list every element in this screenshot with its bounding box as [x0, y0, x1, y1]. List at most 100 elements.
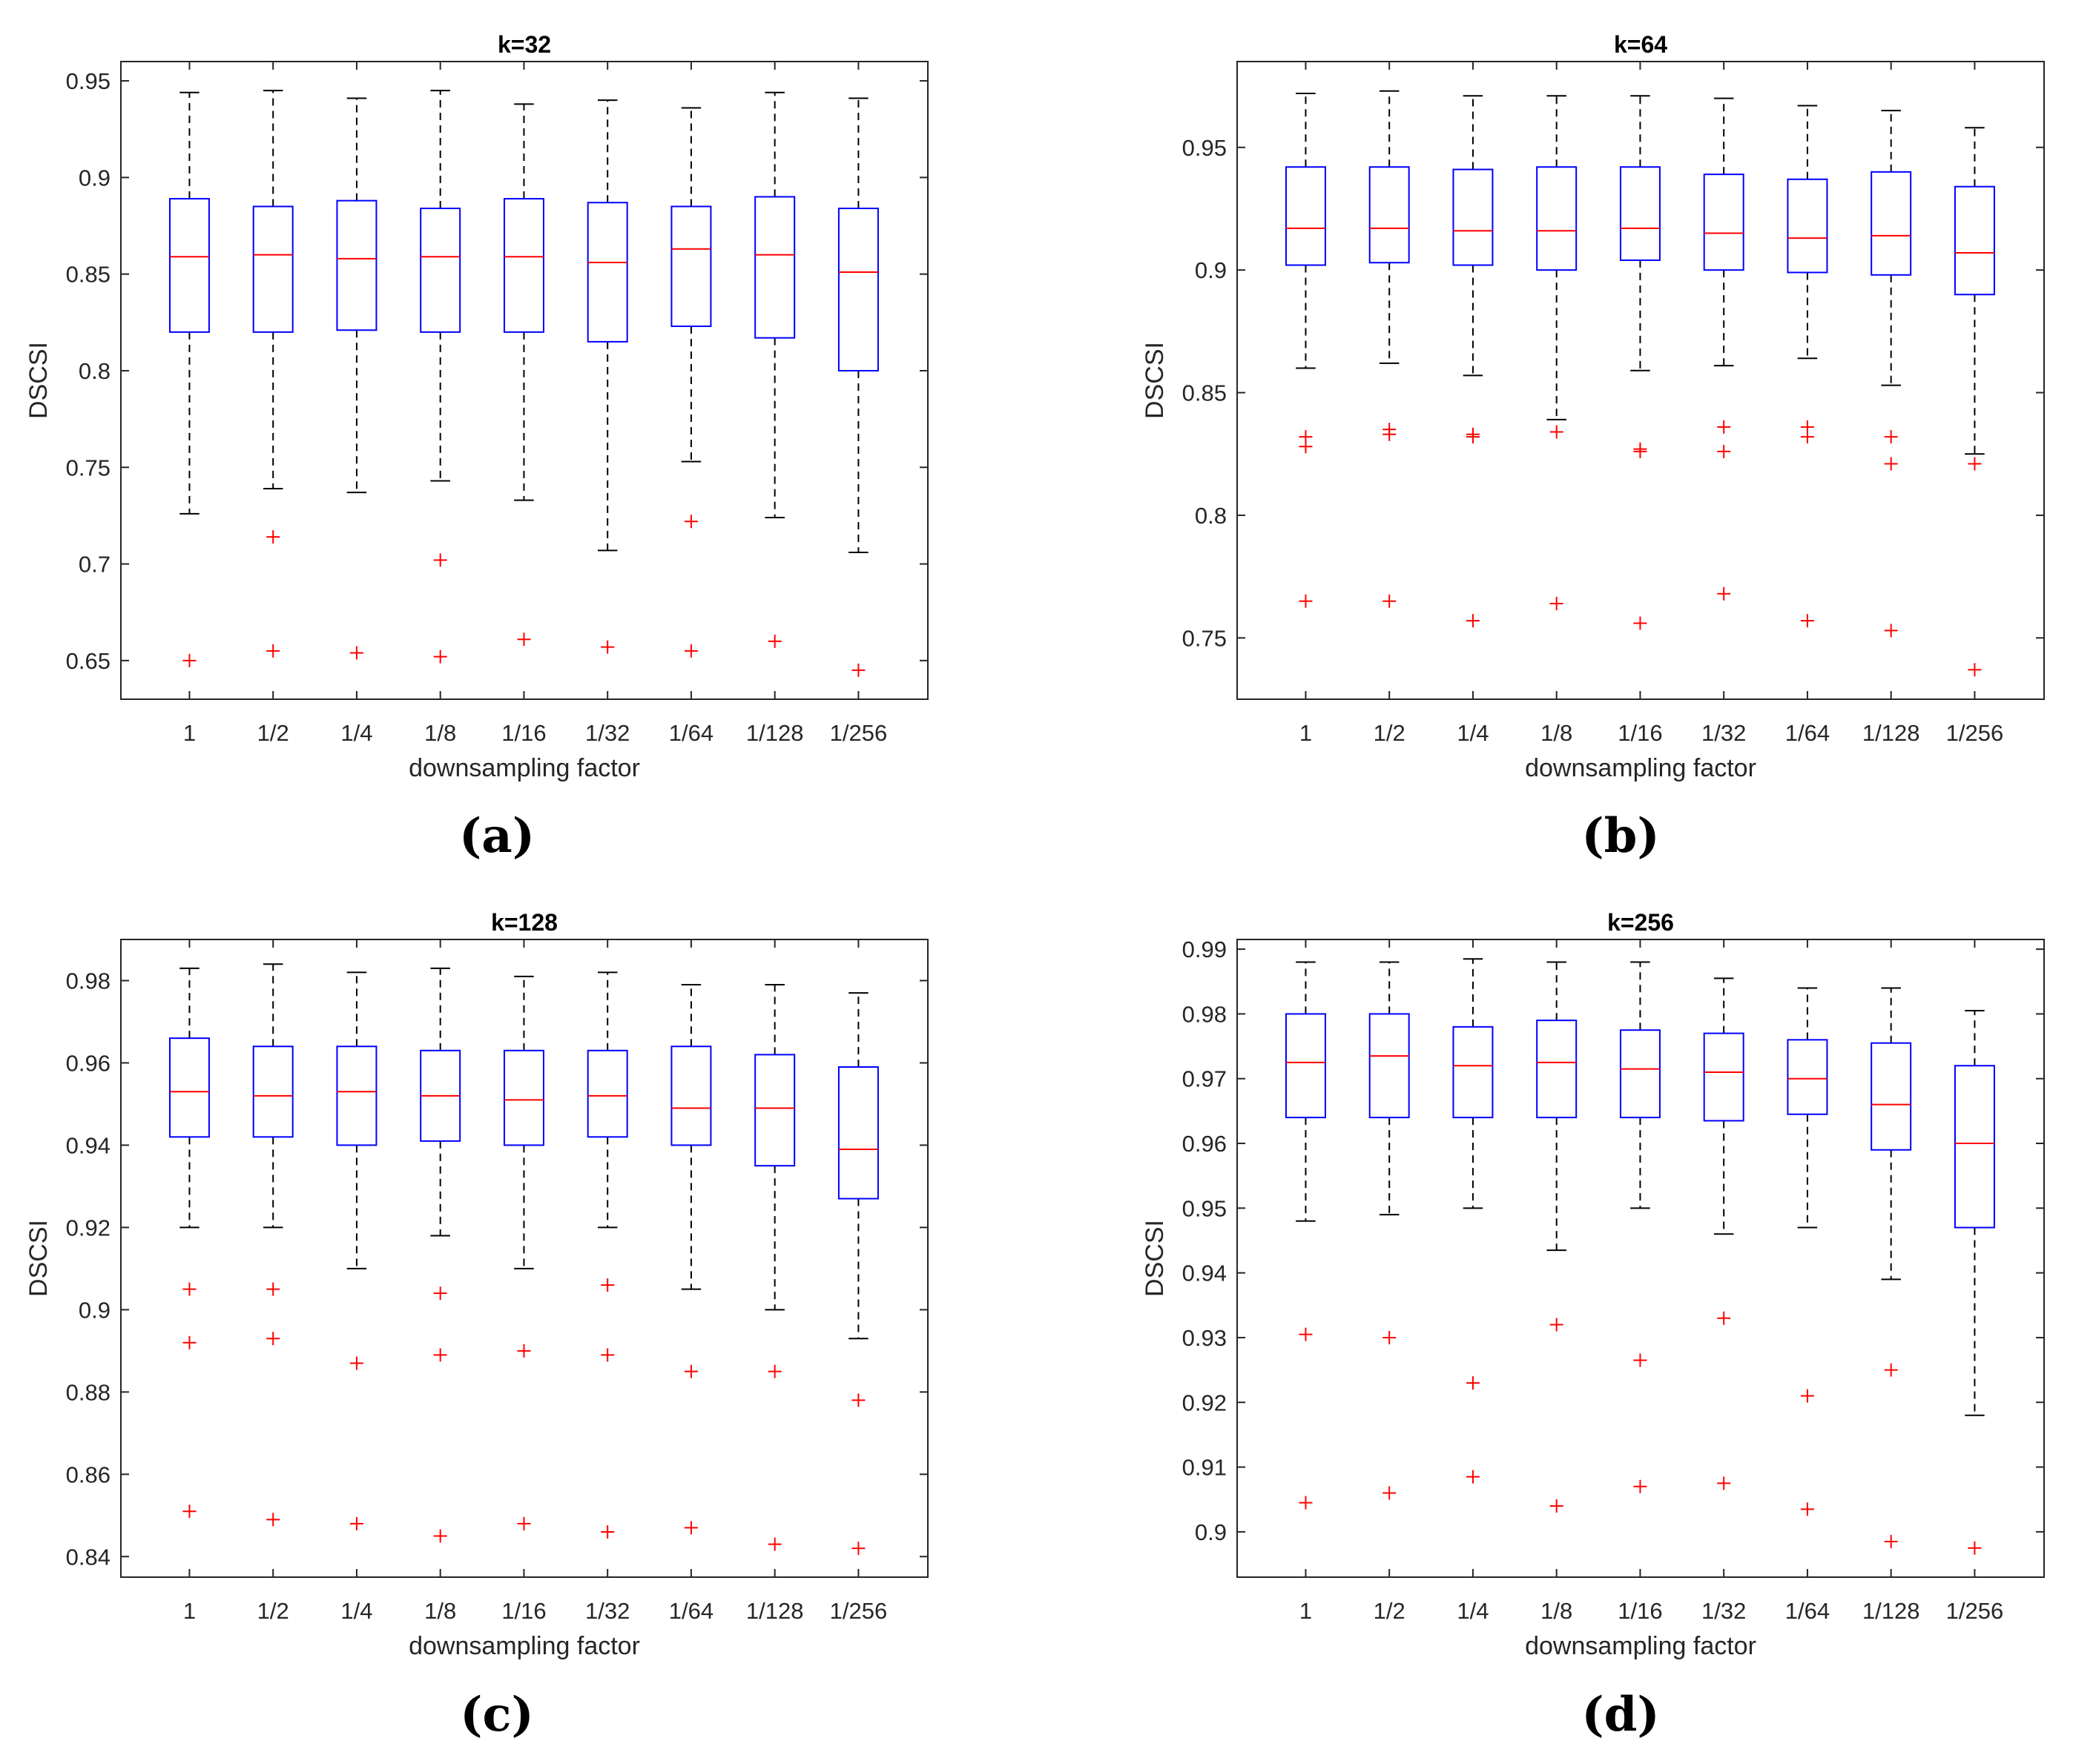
outlier-marker — [1800, 430, 1814, 444]
y-tick-label: 0.75 — [1182, 625, 1227, 651]
x-tick-label: 1/4 — [340, 720, 372, 746]
x-tick-label: 1/128 — [1862, 720, 1920, 746]
box-1/64 — [1787, 987, 1828, 1516]
x-tick-label: 1 — [1299, 720, 1312, 746]
y-tick-label: 0.8 — [79, 358, 111, 384]
x-tick-label: 1/16 — [501, 1598, 546, 1624]
outlier-marker — [1717, 420, 1731, 434]
outlier-marker — [1800, 1389, 1814, 1403]
iqr-box — [1368, 166, 1410, 264]
panel-3 — [1236, 939, 2045, 1578]
y-tick-label: 0.94 — [66, 1132, 111, 1158]
axes-frame — [1236, 61, 2045, 700]
y-tick-label: 0.92 — [66, 1215, 111, 1241]
outlier-marker — [1717, 444, 1731, 458]
outlier-marker — [1884, 430, 1898, 444]
iqr-box — [1536, 1020, 1578, 1119]
outlier-marker — [1549, 1499, 1563, 1513]
box-1/16 — [503, 975, 544, 1530]
x-tick-label: 1/16 — [1618, 1598, 1662, 1624]
iqr-box — [754, 1054, 796, 1167]
outlier-marker — [1299, 440, 1313, 454]
outlier-marker — [433, 1286, 447, 1301]
y-axis-label: DSCSI — [1141, 342, 1169, 419]
outlier-marker — [182, 653, 197, 667]
outlier-marker — [1884, 1363, 1898, 1377]
iqr-box — [1452, 168, 1494, 266]
iqr-box — [1619, 1029, 1661, 1119]
outlier-marker — [1800, 614, 1814, 628]
box-1/64 — [670, 107, 712, 658]
outlier-marker — [1717, 1476, 1731, 1490]
y-tick-label: 0.91 — [1182, 1455, 1227, 1481]
outlier-marker — [349, 646, 363, 660]
x-tick-label: 1/64 — [669, 720, 713, 746]
x-axis-label: downsampling factor — [409, 754, 640, 782]
outlier-marker — [1633, 616, 1647, 630]
y-tick-label: 0.95 — [1182, 135, 1227, 161]
iqr-box — [587, 1049, 628, 1138]
iqr-box — [1536, 166, 1578, 271]
outlier-marker — [1549, 1318, 1563, 1332]
y-tick-label: 0.85 — [1182, 380, 1227, 406]
iqr-box — [587, 202, 628, 343]
box-1/2 — [1368, 90, 1410, 608]
outlier-marker — [601, 1348, 615, 1362]
outlier-marker — [266, 1513, 280, 1527]
box-1/32 — [587, 99, 628, 654]
x-tick-label: 1/256 — [1946, 1598, 2004, 1624]
outlier-marker — [433, 650, 447, 664]
outlier-marker — [1466, 614, 1480, 628]
iqr-box — [1787, 1039, 1828, 1115]
box-1/4 — [1452, 95, 1494, 628]
panel-label-a: (a) — [458, 808, 535, 864]
box-1/8 — [420, 967, 461, 1543]
outlier-marker — [1968, 457, 1982, 471]
outlier-marker — [1299, 1327, 1313, 1341]
outlier-marker — [1466, 1470, 1480, 1484]
y-tick-label: 0.9 — [1195, 1519, 1227, 1545]
x-axis-label: downsampling factor — [1525, 754, 1756, 782]
box-1/256 — [1954, 127, 1995, 677]
outlier-marker — [768, 1537, 782, 1551]
x-tick-label: 1/8 — [424, 720, 456, 746]
outlier-marker — [1717, 587, 1731, 601]
y-tick-label: 0.99 — [1182, 936, 1227, 962]
box-1/32 — [1703, 977, 1744, 1490]
box-1/256 — [837, 992, 879, 1556]
y-tick-label: 0.65 — [66, 648, 111, 674]
box-1 — [1285, 961, 1326, 1510]
outlier-marker — [768, 1364, 782, 1378]
outlier-marker — [517, 1516, 531, 1530]
box-1/64 — [1787, 105, 1828, 628]
box-1/128 — [754, 984, 796, 1551]
outlier-marker — [601, 1524, 615, 1539]
outlier-marker — [1299, 1496, 1313, 1510]
y-tick-label: 0.95 — [1182, 1195, 1227, 1221]
outlier-marker — [266, 1332, 280, 1346]
iqr-box — [503, 198, 544, 333]
box-1/8 — [420, 90, 461, 664]
chart-title: k=256 — [1607, 909, 1674, 936]
iqr-box — [252, 205, 294, 333]
panel-1 — [1236, 61, 2045, 700]
outlier-marker — [601, 1278, 615, 1292]
panel-0 — [120, 61, 929, 700]
iqr-box — [1285, 1013, 1326, 1119]
outlier-marker — [349, 1356, 363, 1370]
box-1/128 — [1871, 110, 1912, 638]
box-1/4 — [1452, 958, 1494, 1484]
panel-label-b: (b) — [1581, 808, 1660, 864]
box-1/32 — [1703, 97, 1744, 601]
outlier-marker — [1299, 594, 1313, 608]
iqr-box — [670, 205, 712, 328]
chart-title: k=64 — [1614, 31, 1667, 58]
x-tick-label: 1/64 — [1785, 720, 1830, 746]
x-tick-label: 1/4 — [1457, 720, 1489, 746]
x-tick-label: 1/2 — [1374, 1598, 1405, 1624]
y-tick-label: 0.9 — [79, 1297, 111, 1323]
iqr-box — [1871, 1042, 1912, 1151]
y-axis-label: DSCSI — [1141, 1220, 1169, 1297]
y-tick-label: 0.97 — [1182, 1066, 1227, 1092]
